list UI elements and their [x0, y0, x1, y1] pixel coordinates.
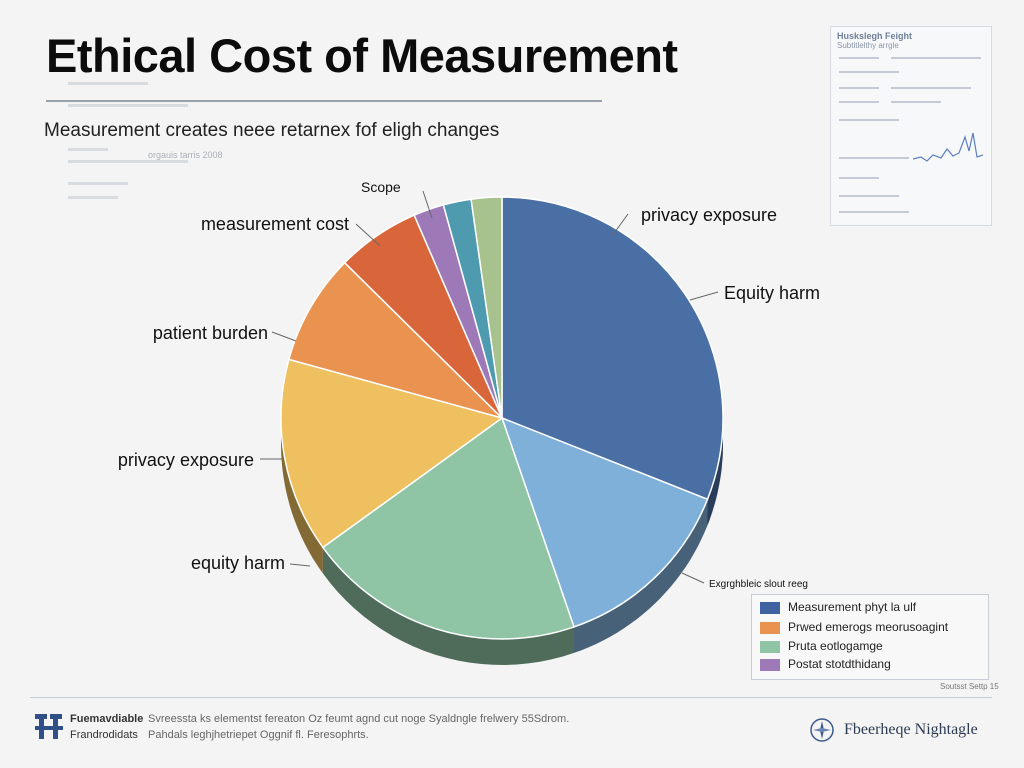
compass-emblem-star: [813, 728, 831, 732]
slice-label: patient burden: [153, 323, 268, 343]
mini-row: [839, 71, 899, 73]
page-title: Ethical Cost of Measurement: [46, 29, 678, 82]
pie-slice: [321, 416, 575, 640]
background-line: [68, 104, 188, 107]
pie-callouts: privacy exposure Equity harm Exgrghbleic s…: [118, 179, 820, 590]
mini-row: [839, 57, 879, 59]
legend-swatch: [760, 658, 780, 671]
mini-row: [891, 57, 981, 59]
legend-label: Pruta eotlogamge: [788, 639, 883, 653]
callout-line: [611, 213, 629, 237]
legend-label: Measurement phyt la ulf: [788, 600, 917, 614]
org-logo-bar: [35, 726, 63, 730]
legend-item: Measurement phyt la ulf: [760, 600, 916, 614]
legend-item: Postat stotdthidang: [760, 657, 891, 671]
brand: Fbeerheqe Nightagle: [810, 718, 978, 742]
mini-sparkline: [913, 132, 983, 162]
background-line: [68, 196, 118, 199]
slice-label: Exgrghbleic slout reeg: [709, 579, 808, 590]
callout-line: [289, 563, 311, 567]
callout-line: [689, 291, 719, 301]
brand-name: Fbeerheqe Nightagle: [844, 721, 978, 738]
slice-label: privacy exposure: [118, 450, 254, 470]
compass-emblem-ring: [810, 718, 834, 742]
pie-slice: [500, 416, 709, 628]
org-logo-bar: [50, 714, 62, 719]
pie-slice-side: [574, 499, 708, 653]
slice-label: privacy exposure: [641, 205, 777, 225]
org-logo-bar: [35, 714, 47, 719]
background-line: [68, 160, 188, 163]
mini-row: [891, 101, 941, 103]
legend-swatch: [760, 621, 780, 634]
callout-line: [271, 331, 297, 342]
pie-slice-side: [707, 418, 723, 526]
pie-slice-side: [281, 418, 323, 574]
slice-label: Scope: [361, 179, 401, 195]
footer-org-name: Fuemavdiable: [70, 713, 144, 725]
mini-row: [839, 177, 879, 179]
pie-depth: [281, 418, 723, 665]
mini-row: [839, 157, 909, 159]
mini-row: [839, 101, 879, 103]
mini-dashboard-panel: Huskslegh Feight Subtitlelthy arrgle: [830, 26, 992, 226]
pie-slice: [287, 261, 505, 420]
mini-row: [839, 211, 909, 213]
legend-swatch: [760, 601, 780, 614]
mini-row: [839, 195, 899, 197]
page-subtitle: Measurement creates neee retarnex fof el…: [44, 120, 500, 141]
background-line: [68, 148, 108, 151]
callout-line: [422, 190, 433, 219]
pie-slice: [470, 196, 503, 419]
footer-description: Svreessta ks elementst fereaton Oz feumt…: [148, 713, 570, 725]
slice-label: Equity harm: [724, 283, 820, 303]
mini-panel-title: Huskslegh Feight: [837, 31, 913, 41]
legend-source-tag: Soutsst Settp 15: [940, 682, 999, 691]
pie-slices: [280, 196, 724, 640]
mini-sparkline-line: [913, 132, 983, 162]
chart-legend: Measurement phyt la ulf Prwed emerogs me…: [751, 594, 989, 680]
footer-divider: [30, 697, 992, 698]
footer-org-line2: Frandrodidats: [70, 729, 138, 741]
slice-label: equity harm: [191, 553, 285, 573]
compass-emblem-icon: [810, 718, 834, 742]
mini-row: [839, 119, 899, 121]
background-line: [68, 82, 148, 85]
mini-panel-subtitle: Subtitlelthy arrgle: [837, 41, 899, 50]
footer-description: Pahdals leghjhetriepet Oggnif fl. Fereso…: [148, 729, 369, 741]
callout-line: [355, 223, 381, 247]
mini-row: [839, 87, 879, 89]
pie-slice: [280, 358, 504, 549]
title-divider: [46, 100, 602, 102]
legend-item: Pruta eotlogamge: [760, 639, 883, 653]
legend-item: Prwed emerogs meorusoagint: [760, 620, 948, 634]
background-text: orgauis tarris 2008: [148, 150, 223, 160]
background-line: [68, 182, 128, 185]
slice-label: measurement cost: [201, 214, 349, 234]
legend-label: Postat stotdthidang: [788, 657, 891, 671]
pie-slice-side: [322, 547, 574, 665]
org-logo-icon: [35, 714, 63, 739]
mini-row: [891, 87, 971, 89]
legend-swatch: [760, 640, 780, 653]
pie-slice: [501, 196, 724, 501]
legend-label: Prwed emerogs meorusoagint: [788, 620, 949, 634]
callout-line: [681, 572, 705, 584]
